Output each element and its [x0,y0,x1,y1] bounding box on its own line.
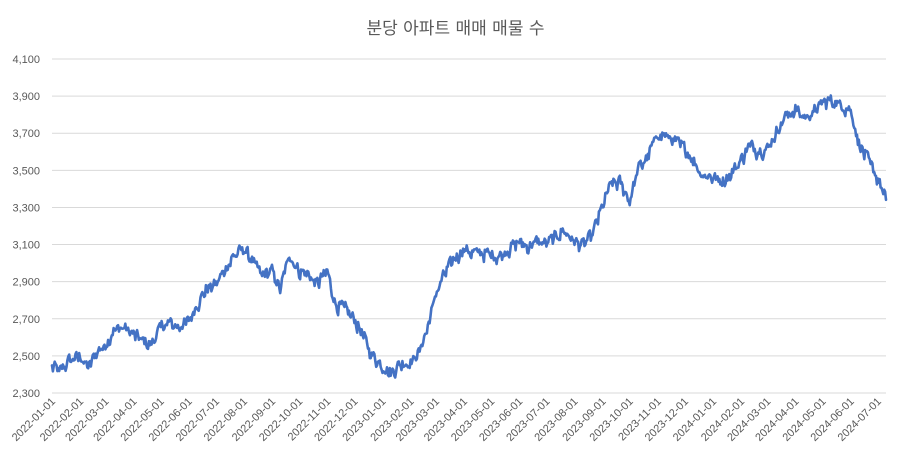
series-layer [50,94,888,379]
y-tick-label: 2,700 [12,314,40,326]
y-tick-label: 3,700 [12,128,40,140]
y-tick-label: 3,300 [12,202,40,214]
y-axis-ticks: 2,300 2,500 2,700 2,900 3,100 3,300 3,500 3,700… [12,54,40,400]
y-tick-label: 2,900 [12,277,40,289]
y-tick-label: 3,500 [12,165,40,177]
series-line [50,94,888,379]
y-tick-label: 3,900 [12,91,40,103]
y-tick-label: 3,100 [12,240,40,252]
gridlines [52,58,886,394]
y-tick-label: 2,300 [12,388,40,400]
y-tick-label: 2,500 [12,351,40,363]
y-tick-label: 4,100 [12,54,40,66]
chart-title: 분당 아파트 매매 매물 수 [366,19,545,39]
x-axis-ticks: 2022-01-012022-02-012022-03-012022-04-01… [10,396,884,444]
